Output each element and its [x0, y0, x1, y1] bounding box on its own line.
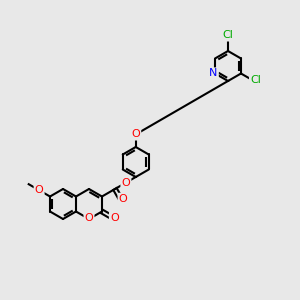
Text: O: O — [35, 185, 44, 195]
Text: O: O — [119, 194, 128, 204]
Text: Cl: Cl — [250, 75, 261, 85]
Text: O: O — [110, 213, 119, 223]
Text: Cl: Cl — [223, 30, 233, 40]
Text: O: O — [122, 178, 130, 188]
Text: O: O — [131, 129, 140, 140]
Text: O: O — [85, 213, 93, 224]
Text: N: N — [209, 68, 218, 79]
